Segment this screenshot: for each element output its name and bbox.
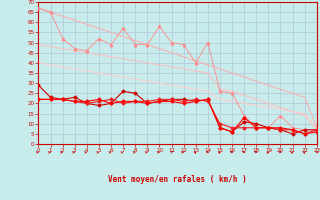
Text: Vent moyen/en rafales ( km/h ): Vent moyen/en rafales ( km/h )	[108, 175, 247, 184]
